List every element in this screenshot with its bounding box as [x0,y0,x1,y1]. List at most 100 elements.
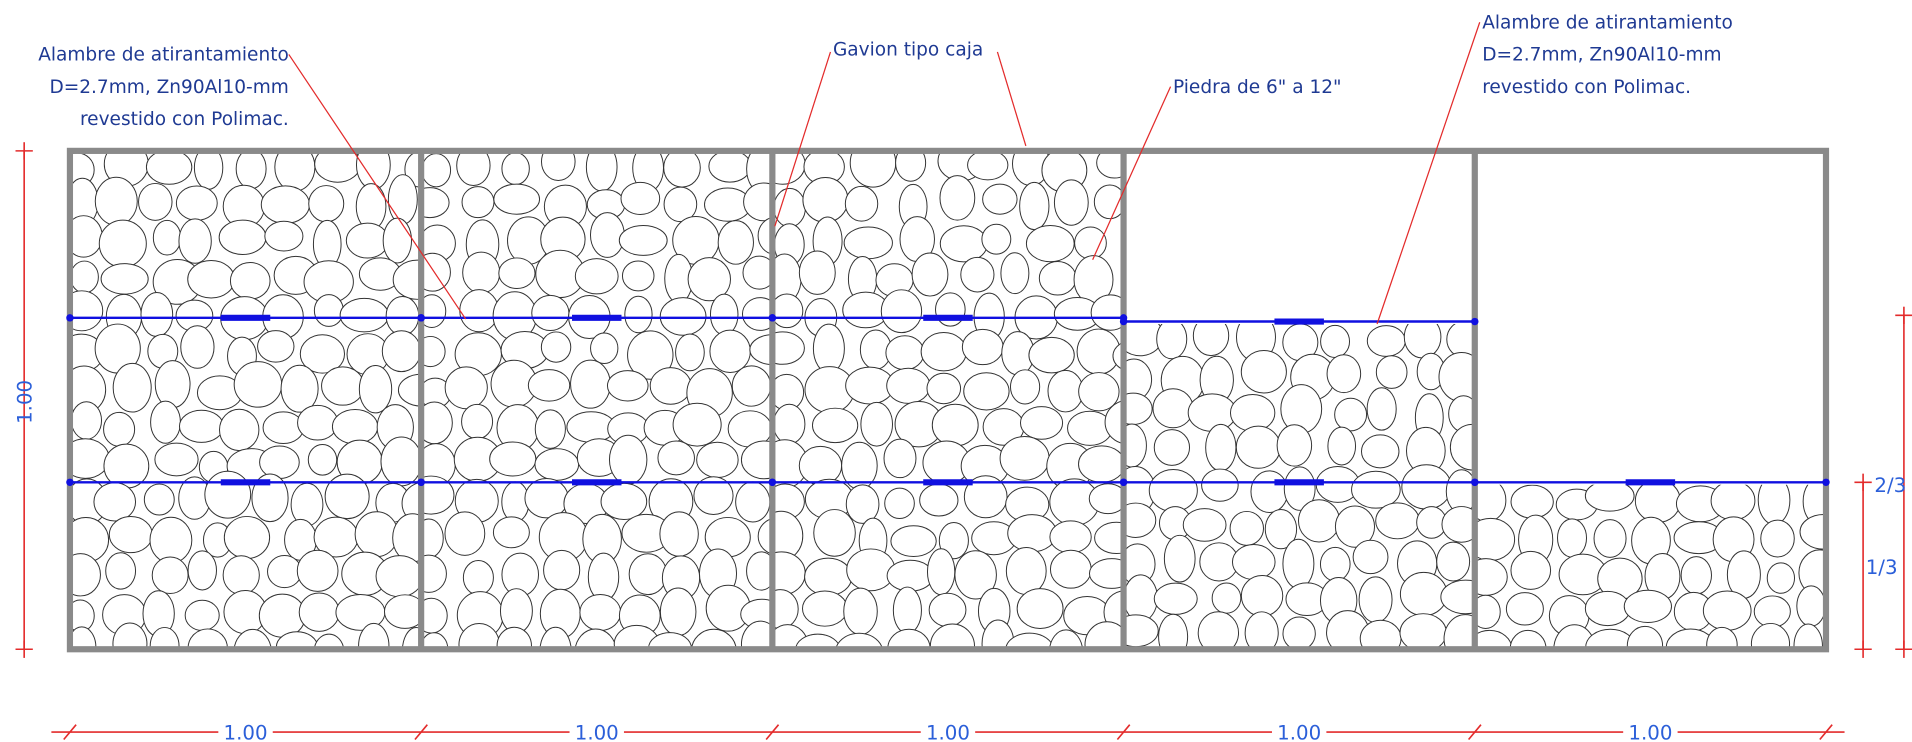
stone [1241,576,1282,617]
stone [1188,394,1236,431]
stone [340,298,388,331]
stone [1711,481,1755,520]
stone [664,148,701,187]
stone [571,360,611,408]
stone [113,623,147,665]
stone [151,401,181,443]
stone [621,182,660,214]
stone [502,153,529,185]
stone [1079,446,1125,482]
stone [629,554,667,595]
stone [462,187,494,218]
width-label: 1.00 [575,722,619,742]
stone [445,512,485,556]
stone [1212,583,1241,613]
stone [1558,519,1587,557]
stone [258,331,294,362]
annotation-line: revestido con Polimac. [1482,77,1691,98]
stone [445,367,487,409]
stone [234,362,282,408]
annotation-line: D=2.7mm, Zn90Al10-mm [49,77,288,98]
stone [308,445,336,476]
stone [528,370,569,401]
stone [1026,225,1074,261]
stone [1794,624,1822,668]
stone [356,184,386,230]
wire-node [66,314,73,321]
stone [658,441,695,475]
stone [1008,515,1057,552]
stone [625,296,652,332]
stone [71,402,101,440]
stone [224,516,269,558]
stone [325,474,369,519]
stone [355,512,398,557]
stone [381,437,422,486]
stone [1437,542,1470,581]
stone [299,593,339,631]
stone [1299,500,1340,542]
stone-group [409,143,797,676]
stone [1125,219,1156,268]
stone [104,412,135,446]
stone [499,258,535,289]
stone [964,373,1009,410]
stone-group [1465,476,1848,674]
stone [1017,589,1063,629]
stone [983,184,1017,214]
stone [463,560,493,594]
stone [359,623,389,668]
stone [1236,426,1280,468]
stone [1585,591,1630,625]
stone [1006,548,1046,595]
stone [1154,430,1189,466]
leader-line [1377,22,1480,324]
wire-node [417,479,424,486]
stone [95,177,137,225]
stone [676,334,705,371]
stone [386,296,419,335]
stone [893,587,921,633]
stone [1241,351,1286,393]
stone [139,183,173,220]
stone [1157,319,1187,359]
wire-node [1120,318,1127,325]
stone [541,332,570,362]
stone [460,290,499,332]
stone [1511,485,1553,518]
stone [1232,545,1275,580]
stone [383,218,411,263]
stone [813,324,844,373]
annotation-line: Alambre de atirantamiento [38,45,289,66]
stone [1202,469,1239,501]
stone [494,184,540,214]
stone [260,446,300,478]
stone [94,483,136,521]
stone [1703,591,1751,630]
stone [1251,471,1288,513]
annotation-line: Gavion tipo caja [833,40,983,61]
width-label: 1.00 [1628,722,1672,742]
stone [844,227,892,259]
wire-node [1822,479,1829,486]
stone [463,252,500,293]
stone [544,550,580,590]
stone [223,556,259,595]
stone [812,408,857,442]
stone [912,253,948,296]
stone [887,560,933,591]
stone [961,257,994,292]
stone [803,178,848,223]
stone [281,365,318,412]
stone [920,484,958,516]
stone [1754,596,1790,627]
stone [1159,614,1188,659]
stone [940,226,987,262]
stone [622,261,654,291]
stone [106,553,136,589]
stone [155,361,190,408]
stone [697,442,739,477]
stone [1751,623,1789,664]
stone [1206,424,1236,471]
wire-node [66,479,73,486]
